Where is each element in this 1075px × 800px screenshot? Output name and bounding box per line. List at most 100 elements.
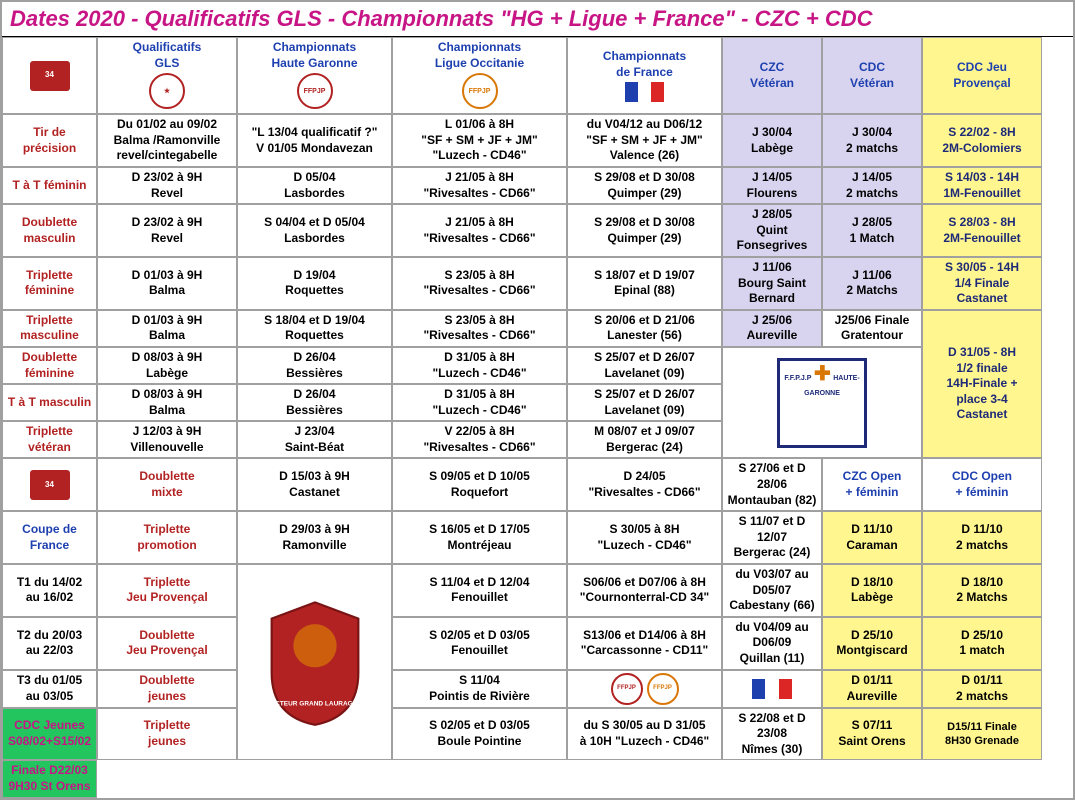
shield-logo-cell: SECTEUR GRAND LAURAGAIS xyxy=(237,564,392,760)
row-label: Triplette Jeu Provençal xyxy=(97,564,237,617)
big-prov-cell: D 31/05 - 8H 1/2 finale 14H-Finale + pla… xyxy=(922,310,1042,459)
cell: V 22/05 à 8H "Rivesaltes - CD66" xyxy=(392,421,567,458)
cell: D 26/04 Bessières xyxy=(237,347,392,384)
cell: D 08/03 à 9H Balma xyxy=(97,384,237,421)
row-label: Doublette masculin xyxy=(2,204,97,257)
cell: D 01/11 Aureville xyxy=(822,670,922,708)
logo-34-mini: 34 xyxy=(30,470,70,500)
cell: D 31/05 à 8H "Luzech - CD46" xyxy=(392,384,567,421)
header-france: Championnats de France xyxy=(567,37,722,114)
cell: J 25/06 Aureville xyxy=(722,310,822,347)
cell: D 31/05 à 8H "Luzech - CD46" xyxy=(392,347,567,384)
cell: J 11/06 Bourg Saint Bernard xyxy=(722,257,822,310)
coupe-france-header: Coupe de France xyxy=(2,511,97,564)
cell: D 08/03 à 9H Labège xyxy=(97,347,237,384)
cell: L 01/06 à 8H "SF + SM + JF + JM" "Luzech… xyxy=(392,114,567,167)
shield-icon: SECTEUR GRAND LAURAGAIS xyxy=(260,597,370,727)
cell: J 11/06 2 Matchs xyxy=(822,257,922,310)
cell: J 14/05 2 matchs xyxy=(822,167,922,204)
cell: D 01/03 à 9H Balma xyxy=(97,257,237,310)
cell: J 30/04 2 matchs xyxy=(822,114,922,167)
cell: S13/06 et D14/06 à 8H "Carcassonne - CD1… xyxy=(567,617,722,670)
header-logo-cell: 34 xyxy=(2,37,97,114)
cdc-open-header: CDC Open + féminin xyxy=(922,458,1042,511)
flag-cell xyxy=(722,670,822,708)
row-label: T à T masculin xyxy=(2,384,97,421)
cell: S 07/11 Saint Orens xyxy=(822,708,922,761)
row-label: Triplette vétéran xyxy=(2,421,97,458)
svg-text:SECTEUR GRAND LAURAGAIS: SECTEUR GRAND LAURAGAIS xyxy=(266,701,364,708)
header-gls: Qualificatifs GLS ★ xyxy=(97,37,237,114)
ffpjp-pair-icon: FFPJPFFPJP xyxy=(611,673,679,705)
hdr-hg-text: Championnats Haute Garonne xyxy=(271,40,357,71)
cell-green: Finale D22/03 9H30 St Orens xyxy=(2,760,97,797)
row-label: Triplette promotion xyxy=(97,511,237,564)
cell: J 21/05 à 8H "Rivesaltes - CD66" xyxy=(392,204,567,257)
cell: D15/11 Finale 8H30 Grenade xyxy=(922,708,1042,761)
cell: S 23/05 à 8H "Rivesaltes - CD66" xyxy=(392,257,567,310)
hdr-ligue-text: Championnats Ligue Occitanie xyxy=(435,40,524,71)
grid: 34 Qualificatifs GLS ★ Championnats Haut… xyxy=(2,37,1073,798)
cell: D 15/03 à 9H Castanet xyxy=(237,458,392,511)
row-label: T à T féminin xyxy=(2,167,97,204)
cell: S 20/06 et D 21/06 Lanester (56) xyxy=(567,310,722,347)
cell: J 21/05 à 8H "Rivesaltes - CD66" xyxy=(392,167,567,204)
cell: T2 du 20/03 au 22/03 xyxy=(2,617,97,670)
cell: D 05/04 Lasbordes xyxy=(237,167,392,204)
cell: D 11/10 2 matchs xyxy=(922,511,1042,564)
cell: du S 30/05 au D 31/05 à 10H "Luzech - CD… xyxy=(567,708,722,761)
cell: du V04/12 au D06/12 "SF + SM + JF + JM" … xyxy=(567,114,722,167)
cell: S 11/07 et D 12/07 Bergerac (24) xyxy=(722,511,822,564)
cell: D 25/10 Montgiscard xyxy=(822,617,922,670)
header-czc: CZC Vétéran xyxy=(722,37,822,114)
cell: T3 du 01/05 au 03/05 xyxy=(2,670,97,708)
cell: D 26/04 Bessières xyxy=(237,384,392,421)
cell: J 12/03 à 9H Villenouvelle xyxy=(97,421,237,458)
cell-green: CDC Jeunes S08/02+S15/02 xyxy=(2,708,97,761)
row-label: Doublette Jeu Provençal xyxy=(97,617,237,670)
ffpjp-big-logo: F.F.P.J.P ✚ HAUTE-GARONNE xyxy=(722,347,922,459)
cell: S 11/04 et D 12/04 Fenouillet xyxy=(392,564,567,617)
cell: S 18/04 et D 19/04 Roquettes xyxy=(237,310,392,347)
ligue-logo-icon: FFPJP xyxy=(462,73,498,111)
cell: S 25/07 et D 26/07 Lavelanet (09) xyxy=(567,384,722,421)
cell: D 01/11 2 matchs xyxy=(922,670,1042,708)
hdr-gls-text: Qualificatifs GLS xyxy=(133,40,202,71)
cell: du V04/09 au D06/09 Quillan (11) xyxy=(722,617,822,670)
cell: J 28/05 1 Match xyxy=(822,204,922,257)
cell: S06/06 et D07/06 à 8H "Cournonterral-CD … xyxy=(567,564,722,617)
mini-logo-cell: 34 xyxy=(2,458,97,511)
cell: D 18/10 Labège xyxy=(822,564,922,617)
cell: S 23/05 à 8H "Rivesaltes - CD66" xyxy=(392,310,567,347)
cell: D 24/05 "Rivesaltes - CD66" xyxy=(567,458,722,511)
cell: Du 01/02 au 09/02 Balma /Ramonville reve… xyxy=(97,114,237,167)
row-label: Doublette jeunes xyxy=(97,670,237,708)
header-ligue: Championnats Ligue Occitanie FFPJP xyxy=(392,37,567,114)
row-label: Triplette jeunes xyxy=(97,708,237,761)
row-label: Triplette féminine xyxy=(2,257,97,310)
cell: S 16/05 et D 17/05 Montréjeau xyxy=(392,511,567,564)
logo-34: 34 xyxy=(30,61,70,91)
header-prov: CDC Jeu Provençal xyxy=(922,37,1042,114)
gls-logo-icon: ★ xyxy=(149,73,185,111)
cell: S 30/05 à 8H "Luzech - CD46" xyxy=(567,511,722,564)
cell: D 01/03 à 9H Balma xyxy=(97,310,237,347)
cell: J 28/05 Quint Fonsegrives xyxy=(722,204,822,257)
cell: D 18/10 2 Matchs xyxy=(922,564,1042,617)
row-label: Doublette féminine xyxy=(2,347,97,384)
cell: J 30/04 Labège xyxy=(722,114,822,167)
title-bar: Dates 2020 - Qualificatifs GLS - Champio… xyxy=(2,2,1073,37)
cell: S 28/03 - 8H 2M-Fenouillet xyxy=(922,204,1042,257)
row-label: Tir de précision xyxy=(2,114,97,167)
cell: S 02/05 et D 03/05 Boule Pointine xyxy=(392,708,567,761)
cell: T1 du 14/02 au 16/02 xyxy=(2,564,97,617)
hg-logo-icon: FFPJP xyxy=(297,73,333,111)
cell: D 23/02 à 9H Revel xyxy=(97,167,237,204)
cell: "L 13/04 qualificatif ?" V 01/05 Mondave… xyxy=(237,114,392,167)
cell: J 14/05 Flourens xyxy=(722,167,822,204)
cell: du V03/07 au D05/07 Cabestany (66) xyxy=(722,564,822,617)
cell: S 02/05 et D 03/05 Fenouillet xyxy=(392,617,567,670)
cell: D 19/04 Roquettes xyxy=(237,257,392,310)
cell: J25/06 Finale Gratentour xyxy=(822,310,922,347)
cell: S 18/07 et D 19/07 Epinal (88) xyxy=(567,257,722,310)
